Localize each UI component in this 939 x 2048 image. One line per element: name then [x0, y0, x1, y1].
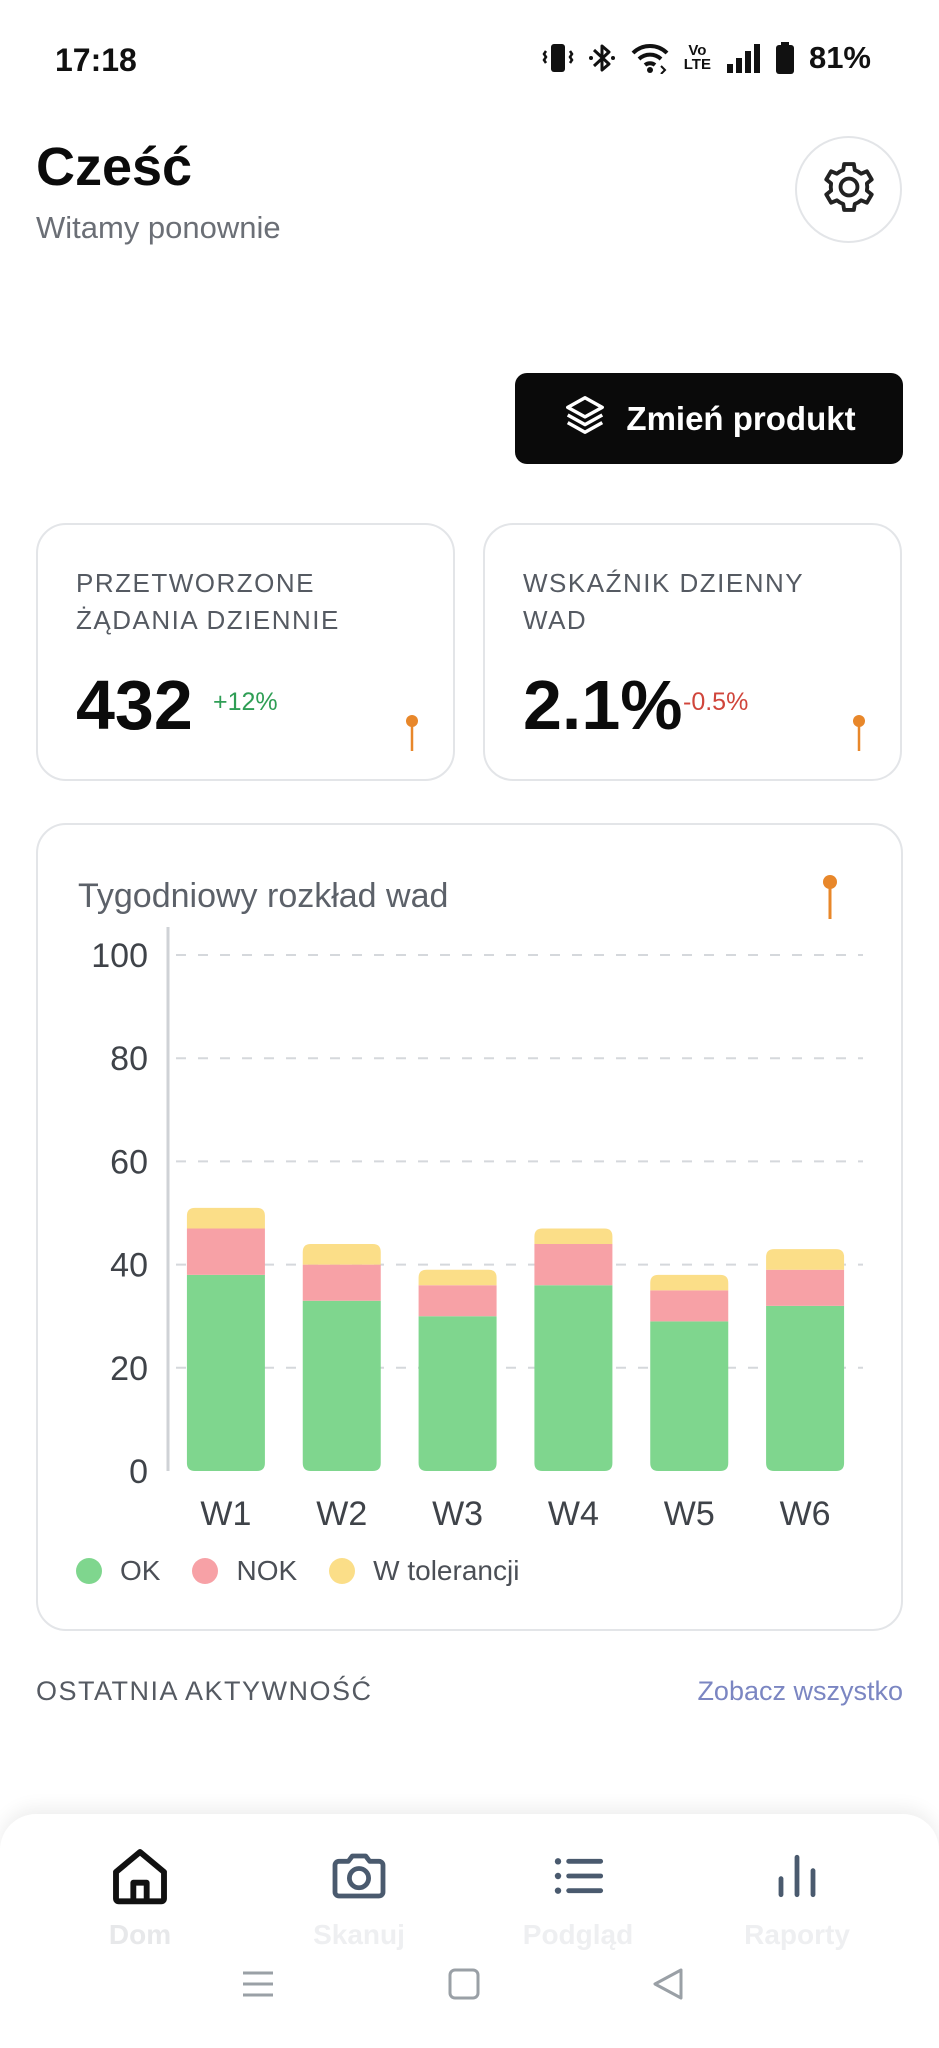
legend-item-ok: OK — [76, 1555, 160, 1587]
layers-icon — [562, 392, 608, 446]
pin-icon[interactable] — [404, 713, 420, 758]
x-tick-label: W2 — [316, 1495, 367, 1533]
kpi-value: 2.1% — [523, 666, 683, 744]
kpi-delta: -0.5% — [683, 688, 749, 716]
nav-item-preview[interactable]: Podgląd — [478, 1844, 678, 1951]
nav-label: Skanuj — [313, 1919, 405, 1950]
nav-item-home[interactable]: Dom — [40, 1844, 240, 1951]
status-icons: Vo LTE 81% — [542, 40, 871, 76]
bar-segment-w-tolerancji — [186, 1207, 265, 1229]
x-tick-label: W5 — [664, 1495, 715, 1533]
nav-label: Raporty — [744, 1919, 850, 1950]
battery-icon — [775, 41, 795, 75]
y-tick-label: 20 — [110, 1350, 148, 1388]
bar-segment-ok — [766, 1305, 845, 1471]
bar-segment-nok — [766, 1269, 845, 1306]
x-tick-label: W4 — [548, 1495, 599, 1533]
see-all-link[interactable]: Zobacz wszystko — [697, 1676, 903, 1706]
home-icon — [108, 1844, 172, 1913]
bar-segment-nok — [302, 1264, 381, 1301]
bar-segment-ok — [534, 1285, 613, 1471]
legend-dot-nok — [192, 1558, 219, 1584]
kpi-card-processed[interactable]: PRZETWORZONE ŻĄDANIA DZIENNIE 432 +12% — [36, 523, 455, 781]
bottom-navigation: Dom Skanuj Podgląd Raporty — [0, 1814, 939, 2048]
change-product-label: Zmień produkt — [626, 399, 856, 437]
bar-segment-ok — [302, 1300, 381, 1471]
nav-item-reports[interactable]: Raporty — [697, 1844, 897, 1951]
weekly-defects-chart-card: Tygodniowy rozkład wad 0 20 40 60 80 100 W1 W2 W… — [36, 823, 903, 1631]
bar-segment-w-tolerancji — [766, 1249, 845, 1270]
y-tick-label: 80 — [110, 1040, 148, 1078]
kpi-title: PRZETWORZONE ŻĄDANIA DZIENNIE — [76, 568, 340, 635]
y-tick-label: 100 — [91, 937, 148, 975]
nav-label: Dom — [108, 1919, 172, 1950]
pin-icon[interactable] — [821, 873, 839, 926]
back-icon[interactable] — [650, 1966, 686, 2007]
volte-bottom-text: LTE — [683, 56, 711, 73]
legend-dot-ok — [76, 1558, 102, 1584]
page-subtitle: Witamy ponownie — [36, 210, 281, 245]
pin-icon[interactable] — [851, 713, 867, 758]
battery-percent: 81% — [808, 40, 871, 75]
y-tick-label: 0 — [129, 1453, 148, 1491]
bar-chart-icon — [765, 1844, 829, 1913]
volte-icon: Vo LTE — [683, 42, 711, 73]
x-tick-label: W3 — [432, 1495, 483, 1533]
bar-segment-w-tolerancji — [534, 1228, 613, 1244]
x-tick-label: W6 — [780, 1495, 831, 1533]
system-navigation-bar — [0, 1960, 939, 2020]
nav-label: Podgląd — [522, 1919, 634, 1950]
bar-segment-ok — [418, 1316, 497, 1471]
kpi-value: 432 — [76, 666, 193, 744]
status-bar: 17:18 Vo LTE 81% — [0, 0, 939, 120]
legend-item-tolerance: W tolerancji — [329, 1555, 519, 1587]
bar-segment-nok — [418, 1285, 497, 1317]
nav-item-scan[interactable]: Skanuj — [259, 1844, 459, 1951]
legend-label: NOK — [236, 1555, 298, 1586]
kpi-delta: +12% — [213, 688, 278, 716]
legend-label: OK — [120, 1555, 161, 1586]
bar-segment-w-tolerancji — [650, 1274, 729, 1291]
status-time: 17:18 — [55, 42, 137, 78]
recent-activity-heading: OSTATNIA AKTYWNOŚĆ — [36, 1676, 373, 1706]
legend-item-nok: NOK — [192, 1555, 297, 1587]
bar-segment-ok — [650, 1321, 729, 1471]
settings-button[interactable] — [795, 136, 902, 243]
bar-segment-ok — [186, 1274, 265, 1471]
legend-dot-tolerance — [329, 1558, 356, 1584]
bar-segment-nok — [186, 1228, 265, 1275]
y-tick-label: 60 — [110, 1143, 148, 1181]
camera-icon — [327, 1844, 391, 1913]
wifi-icon — [630, 42, 670, 74]
chart-title: Tygodniowy rozkład wad — [78, 877, 449, 915]
bar-segment-w-tolerancji — [302, 1243, 381, 1265]
home-square-icon[interactable] — [448, 1968, 480, 2005]
x-tick-label: W1 — [200, 1495, 251, 1533]
gear-icon — [820, 158, 878, 221]
signal-icon — [725, 42, 761, 74]
bar-segment-nok — [650, 1290, 729, 1322]
page-title: Cześć — [36, 137, 193, 197]
bluetooth-icon — [588, 41, 616, 75]
bar-segment-w-tolerancji — [418, 1269, 497, 1286]
change-product-button[interactable]: Zmień produkt — [515, 373, 903, 464]
y-tick-label: 40 — [110, 1247, 148, 1285]
kpi-card-defect-rate[interactable]: WSKAŹNIK DZIENNY WAD 2.1% -0.5% — [483, 523, 902, 781]
chart-legend: OK NOK W tolerancji — [76, 1555, 519, 1587]
vibrate-icon — [542, 41, 574, 75]
bar-segment-nok — [534, 1243, 613, 1286]
stacked-bar-chart: 0 20 40 60 80 100 W1 W2 W3 W4 W5 W6 — [91, 927, 863, 1533]
list-icon — [546, 1844, 610, 1913]
menu-icon[interactable] — [240, 1966, 276, 2007]
kpi-title: WSKAŹNIK DZIENNY WAD — [523, 568, 804, 635]
legend-label: W tolerancji — [373, 1555, 520, 1586]
volte-top-text: Vo — [688, 42, 707, 59]
